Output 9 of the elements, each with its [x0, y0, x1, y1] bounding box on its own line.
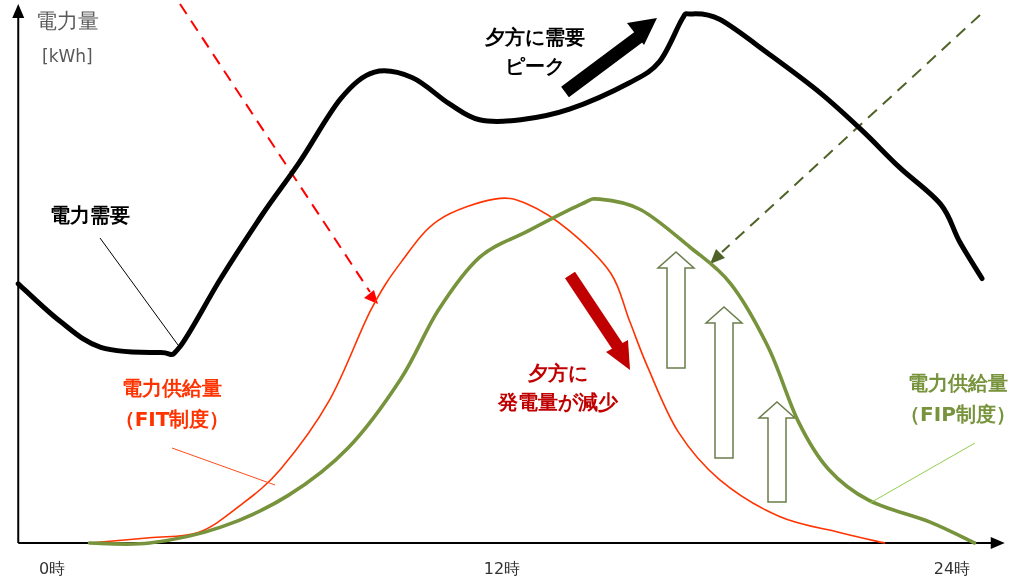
y-axis-title: 電力量 [kWh]: [36, 9, 99, 66]
x-tick-label: 12時: [483, 559, 521, 578]
text: 電力需要: [50, 203, 130, 227]
x-tick-label: 24時: [933, 559, 971, 578]
annotation: 夕方に発電量が減少: [497, 361, 619, 414]
annotation: 夕方に需要ピーク: [484, 25, 585, 78]
text: 電力供給量（FIP制度）: [900, 371, 1016, 426]
text: 電力供給量（FIT制度）: [114, 376, 230, 431]
x-tick-label: 0時: [38, 559, 66, 578]
